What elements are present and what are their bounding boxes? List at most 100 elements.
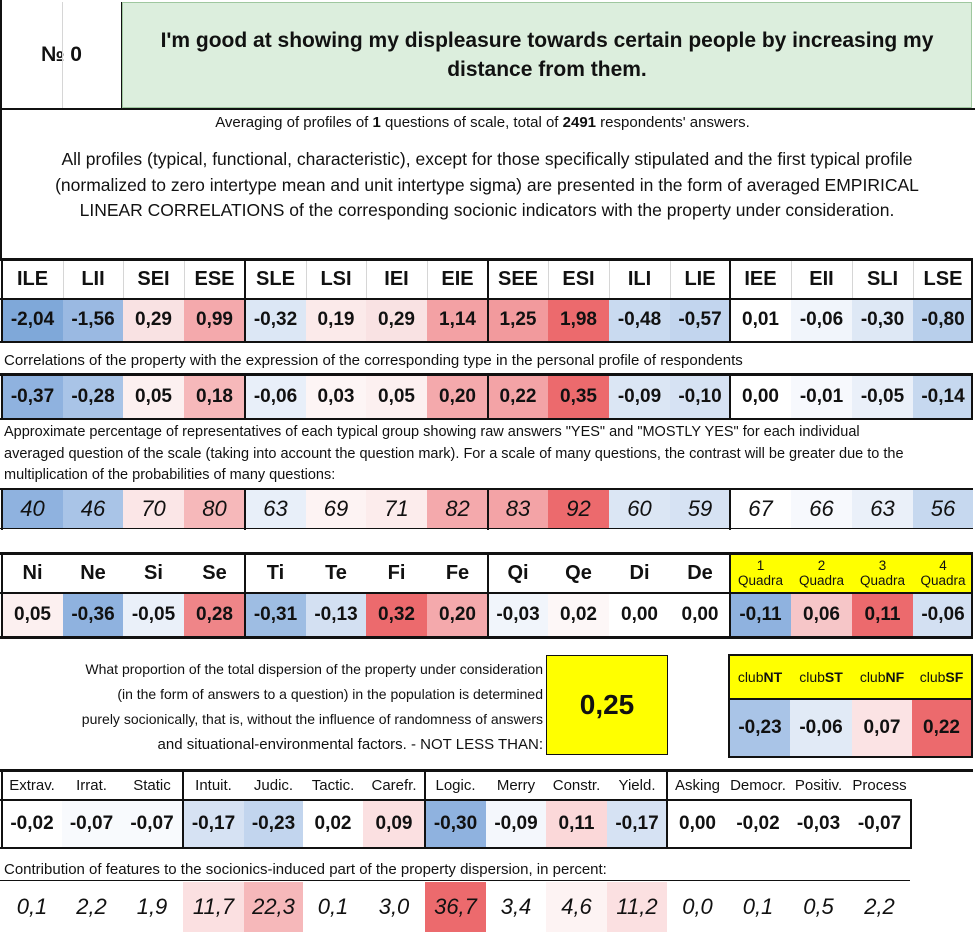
trait-header: Merry [496,776,536,794]
percent-caption-line: averaged question of the scale (taking i… [4,445,904,462]
club-value: -0,23 [730,700,790,756]
function-header: Ni [22,562,43,584]
type-value: 1,98 [548,299,609,341]
correlation-value: 0,03 [306,376,366,418]
question-cell: I'm good at showing my displeasure towar… [122,2,972,108]
trait-value: 0,02 [303,801,363,847]
function-value: 0,00 [670,594,730,636]
type-value: -0,80 [913,299,973,341]
club-value: -0,06 [790,700,852,756]
quadra-value: 0,11 [852,594,913,636]
type-header: IEE [744,267,777,290]
function-value: -0,13 [306,594,366,636]
correlations-caption: Correlations of the property with the ex… [4,352,743,369]
percent-value: 63 [852,490,913,528]
type-header: SEE [497,267,539,290]
contribution-value: 11,2 [607,882,667,932]
percent-value: 63 [245,490,306,528]
trait-value: -0,23 [244,801,303,847]
quadra-header: 2 Quadra [791,555,852,592]
trait-header: Process [852,776,907,794]
function-header: Ti [266,562,285,584]
type-header: EIE [441,267,474,290]
percent-value: 67 [730,490,791,528]
trait-value: -0,17 [607,801,667,847]
trait-header: Yield. [618,776,656,794]
type-value: 0,29 [366,299,427,341]
correlation-value: 0,22 [488,376,548,418]
club-header: club SF [912,656,971,698]
contribution-value: 1,9 [121,882,183,932]
function-header: Di [629,562,650,584]
correlation-value: 0,00 [730,376,791,418]
contribution-value: 3,4 [486,882,546,932]
type-value: 1,14 [427,299,488,341]
type-value: 0,01 [730,299,791,341]
percent-value: 46 [63,490,123,528]
type-header: LIE [684,267,716,290]
dispersion-value: 0,25 [546,655,668,755]
type-header: EII [809,267,834,290]
quadra-value: 0,06 [791,594,852,636]
description-text: All profiles (typical, functional, chara… [55,149,919,220]
trait-header: Intuit. [195,776,232,794]
type-header: ILI [627,267,652,290]
function-header: Se [202,562,227,584]
contribution-value: 2,2 [849,882,910,932]
function-header: Ne [80,562,106,584]
trait-header: Constr. [552,776,601,794]
percent-value: 80 [184,490,245,528]
type-header: LSI [320,267,352,290]
type-header: IEI [384,267,409,290]
percent-value: 70 [123,490,184,528]
trait-header: Carefr. [371,776,417,794]
contribution-value: 3,0 [363,882,425,932]
club-value: 0,22 [912,700,971,756]
correlation-value: -0,14 [913,376,973,418]
contribution-value: 0,1 [2,882,62,932]
function-header: Fi [387,562,406,584]
type-header: LII [81,267,105,290]
trait-value: 0,11 [546,801,607,847]
contribution-caption: Contribution of features to the sociоnic… [4,861,607,878]
number-value: 0 [70,43,82,66]
percent-value: 59 [670,490,730,528]
quadra-value: -0,11 [730,594,791,636]
percent-value: 60 [609,490,670,528]
trait-value: -0,17 [183,801,244,847]
type-value: -2,04 [2,299,63,341]
trait-value: -0,09 [486,801,546,847]
function-header: Te [325,562,347,584]
percent-caption-line: Approximate percentage of representative… [4,424,860,440]
percent-value: 66 [791,490,852,528]
type-value: 0,99 [184,299,245,341]
function-value: -0,36 [63,594,123,636]
type-header: ILE [16,267,49,290]
correlation-value: -0,09 [609,376,670,418]
contribution-value: 11,7 [183,882,244,932]
function-value: 0,28 [184,594,245,636]
type-header: LSE [923,267,963,290]
type-value: -1,56 [63,299,123,341]
trait-value: 0,09 [363,801,425,847]
contribution-value: 22,3 [244,882,303,932]
trait-value: -0,30 [425,801,486,847]
correlation-value: -0,06 [245,376,306,418]
contribution-value: 2,2 [62,882,121,932]
contribution-value: 0,0 [667,882,728,932]
contribution-value: 4,6 [546,882,607,932]
trait-header: Logic. [435,776,476,794]
trait-header: Democr. [730,776,786,794]
contribution-value: 36,7 [425,882,486,932]
quadra-header: 1 Quadra [730,555,791,592]
correlation-value: 0,05 [366,376,427,418]
type-value: 0,19 [306,299,366,341]
correlation-value: -0,37 [2,376,63,418]
trait-value: -0,07 [849,801,910,847]
number-cell: № 0 [2,2,121,108]
type-value: -0,48 [609,299,670,341]
type-value: -0,32 [245,299,306,341]
function-header: Si [144,562,163,584]
percent-value: 83 [488,490,548,528]
club-header: club NF [852,656,912,698]
